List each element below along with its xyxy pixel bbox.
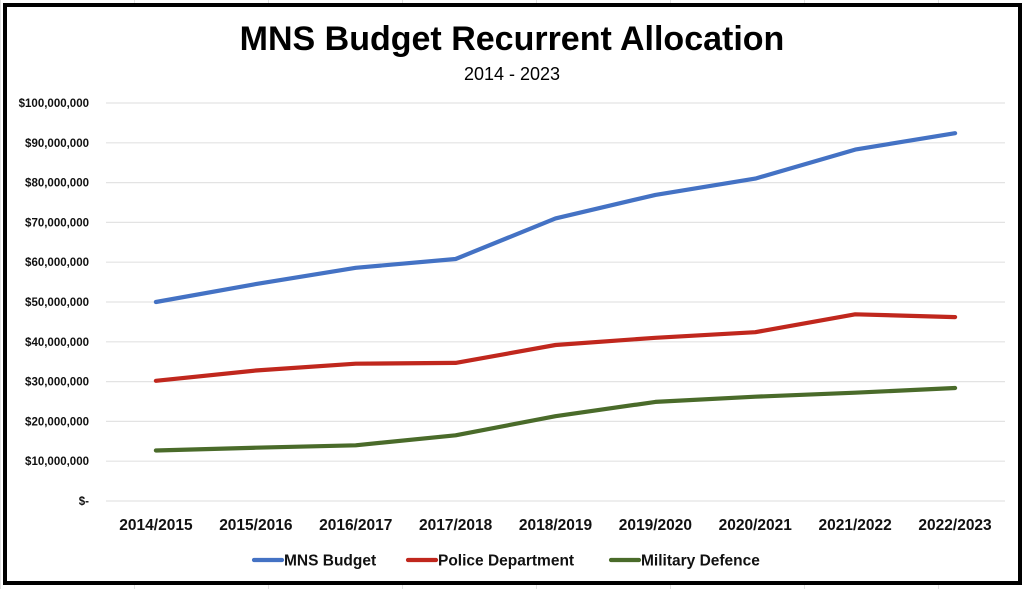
gridlines: [106, 102, 1005, 502]
x-tick-label: 2014/2015: [119, 517, 193, 534]
legend-label: MNS Budget: [284, 553, 376, 570]
x-tick-label: 2016/2017: [319, 517, 392, 534]
y-tick-label: $-: [79, 496, 89, 508]
series-lines: [153, 131, 958, 453]
y-tick-label: $70,000,000: [25, 217, 89, 229]
y-tick-label: $40,000,000: [25, 337, 89, 349]
legend: MNS Budget Police Department Military Defe…: [251, 553, 760, 570]
series-line-police-department: [153, 312, 958, 383]
x-tick-label: 2015/2016: [219, 517, 293, 534]
x-tick-label: 2022/2023: [918, 517, 992, 534]
x-tick-label: 2020/2021: [719, 517, 793, 534]
y-tick-label: $60,000,000: [25, 257, 89, 269]
x-tick-label: 2017/2018: [419, 517, 493, 534]
x-tick-label: 2021/2022: [819, 517, 892, 534]
x-tick-label: 2019/2020: [619, 517, 692, 534]
chart-subtitle: 2014 - 2023: [464, 64, 560, 84]
y-tick-label: $50,000,000: [25, 297, 89, 309]
y-tick-label: $100,000,000: [19, 98, 89, 110]
y-tick-label: $80,000,000: [25, 178, 89, 190]
legend-label: Police Department: [438, 553, 574, 570]
chart-frame: [3, 3, 1022, 585]
legend-label: Military Defence: [641, 553, 760, 570]
x-tick-label: 2018/2019: [519, 517, 593, 534]
chart-title: MNS Budget Recurrent Allocation: [240, 20, 785, 58]
y-tick-label: $30,000,000: [25, 377, 89, 389]
series-line-military-defence: [153, 385, 958, 453]
y-axis-tick-labels: $- $10,000,000 $20,000,000 $30,000,000 $40,0…: [19, 98, 90, 508]
y-tick-label: $10,000,000: [25, 456, 89, 468]
y-tick-label: $90,000,000: [25, 138, 89, 150]
series-line-mns-budget: [153, 131, 958, 305]
x-axis-tick-labels: 2014/2015 2015/2016 2016/2017 2017/2018 2018…: [119, 517, 992, 534]
y-tick-label: $20,000,000: [25, 416, 89, 428]
